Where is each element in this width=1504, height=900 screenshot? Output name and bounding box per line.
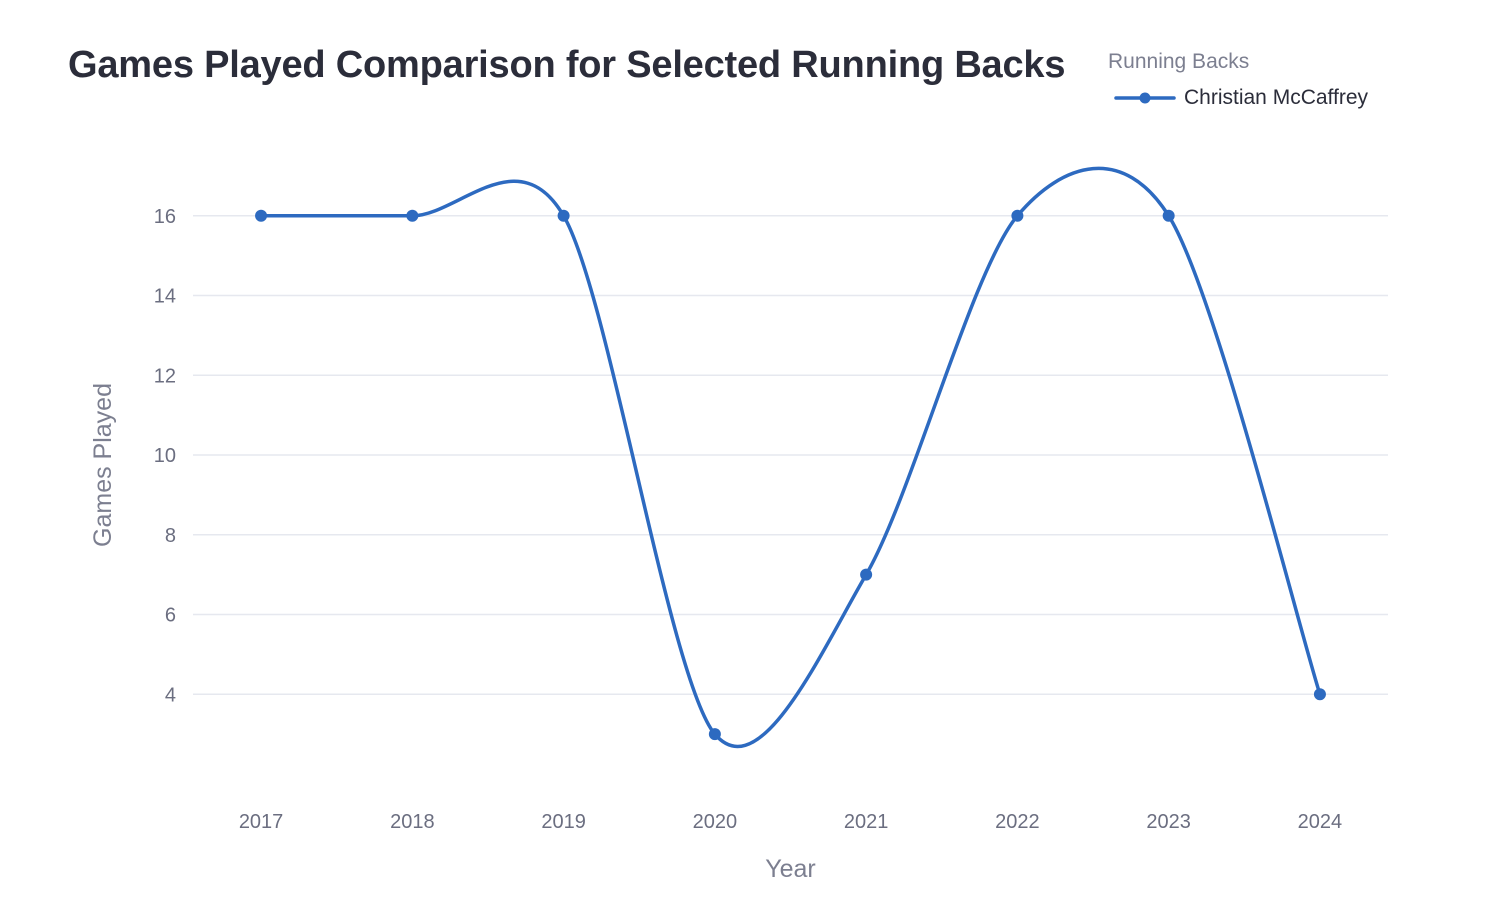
data-point-2021[interactable] (860, 568, 873, 581)
data-point-2019[interactable] (557, 209, 570, 222)
series-line-0 (259, 166, 1322, 749)
y-tick-label-14: 14 (154, 286, 176, 308)
legend: Running Backs Christian McCaffrey (1108, 50, 1368, 110)
data-point-2023[interactable] (1162, 209, 1175, 222)
y-axis-title: Games Played (89, 383, 117, 547)
y-axis-ticks: 4 6 8 10 12 14 16 (154, 206, 176, 707)
data-point-2017[interactable] (255, 209, 268, 222)
x-tick-label-2023: 2023 (1146, 811, 1191, 833)
series-layer (255, 166, 1326, 749)
grid-lines (193, 215, 1388, 696)
y-tick-label-10: 10 (154, 445, 176, 467)
x-axis-title: Year (765, 855, 816, 883)
legend-line-marker-icon (1114, 92, 1176, 104)
legend-item-christian-mccaffrey[interactable]: Christian McCaffrey (1114, 86, 1368, 110)
x-tick-label-2017: 2017 (239, 811, 284, 833)
chart-title: Games Played Comparison for Selected Run… (68, 44, 1066, 86)
x-tick-label-2019: 2019 (541, 811, 586, 833)
data-point-2020[interactable] (708, 728, 721, 741)
y-tick-label-6: 6 (165, 605, 176, 627)
legend-label: Christian McCaffrey (1184, 86, 1368, 109)
data-point-2022[interactable] (1011, 209, 1024, 222)
y-tick-label-12: 12 (154, 365, 176, 387)
x-axis-ticks: 2017 2018 2019 2020 2021 2022 2023 2024 (239, 811, 1342, 833)
x-tick-label-2024: 2024 (1298, 811, 1343, 833)
y-tick-label-4: 4 (165, 684, 176, 706)
x-tick-label-2022: 2022 (995, 811, 1040, 833)
x-tick-label-2021: 2021 (844, 811, 889, 833)
legend-title: Running Backs (1108, 50, 1250, 73)
x-tick-label-2020: 2020 (693, 811, 738, 833)
data-point-2018[interactable] (406, 209, 419, 222)
x-tick-label-2018: 2018 (390, 811, 435, 833)
data-point-2024[interactable] (1313, 688, 1326, 701)
y-tick-label-16: 16 (154, 206, 176, 228)
y-tick-label-8: 8 (165, 525, 176, 547)
